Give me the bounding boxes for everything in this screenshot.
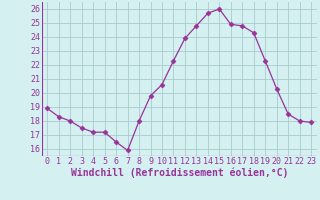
X-axis label: Windchill (Refroidissement éolien,°C): Windchill (Refroidissement éolien,°C) xyxy=(70,168,288,178)
